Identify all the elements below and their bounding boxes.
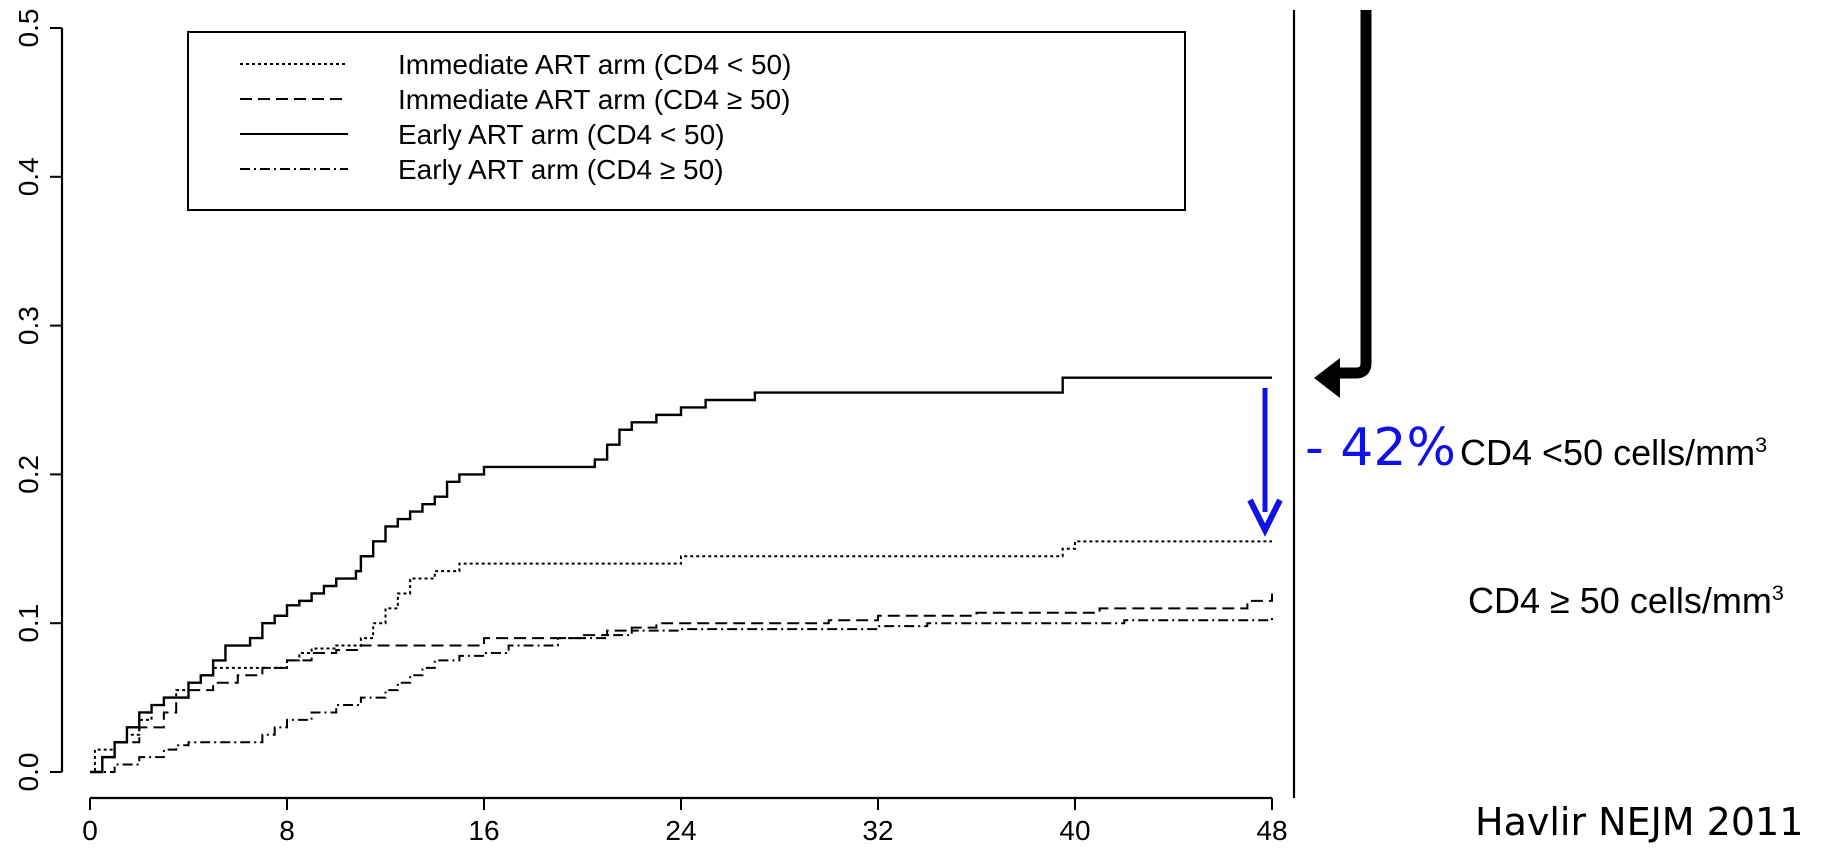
chart-annotations xyxy=(1247,10,1372,537)
chart-legend: Immediate ART arm (CD4 < 50) Immediate AR… xyxy=(187,31,1186,211)
cd4-high-label: CD4 ≥ 50 cells/mm3 xyxy=(1468,580,1784,622)
legend-entry-2: Immediate ART arm (CD4 ≥ 50) xyxy=(398,84,790,115)
legend-entry-1: Immediate ART arm (CD4 < 50) xyxy=(398,49,791,80)
y-tick-label-0.1: 0.1 xyxy=(13,604,44,643)
series-line-3 xyxy=(90,376,1272,774)
series-line-4 xyxy=(90,615,1273,773)
cd4-low-label-superscript: 3 xyxy=(1755,432,1768,457)
y-tick-label-0.3: 0.3 xyxy=(13,306,44,345)
chart-series-layer xyxy=(90,376,1273,774)
legend-box xyxy=(187,31,1186,211)
x-tick-label-16: 16 xyxy=(468,815,499,846)
cd4-high-label-superscript: 3 xyxy=(1771,580,1784,605)
legend-entry-3: Early ART arm (CD4 < 50) xyxy=(398,119,725,150)
cd4-low-label-text: CD4 <50 cells/mm xyxy=(1460,432,1756,473)
y-tick-label-0.0: 0.0 xyxy=(13,753,44,792)
series-line-2 xyxy=(90,593,1273,773)
x-tick-label-8: 8 xyxy=(279,815,295,846)
chart-ticks: 0 8 16 24 32 40 48 0.0 0.1 0.2 0.3 0.4 0.5 xyxy=(13,9,1288,846)
reduction-arrow-head xyxy=(1247,498,1283,537)
cd4-high-label-text: CD4 ≥ 50 cells/mm xyxy=(1468,580,1772,621)
bent-arrow-head xyxy=(1314,358,1340,398)
series-line-1 xyxy=(90,540,1272,773)
x-tick-label-0: 0 xyxy=(82,815,98,846)
bent-arrow-shaft xyxy=(1332,10,1372,379)
cd4-low-label: CD4 <50 cells/mm3 xyxy=(1460,432,1767,474)
x-tick-label-48: 48 xyxy=(1256,815,1287,846)
y-tick-label-0.2: 0.2 xyxy=(13,455,44,494)
x-tick-label-40: 40 xyxy=(1059,815,1090,846)
x-tick-label-32: 32 xyxy=(862,815,893,846)
x-tick-label-24: 24 xyxy=(665,815,696,846)
y-tick-label-0.4: 0.4 xyxy=(13,157,44,196)
citation-label: Havlir NEJM 2011 xyxy=(1475,800,1804,844)
reduction-percentage-label: - 42% xyxy=(1305,418,1456,478)
legend-entry-4: Early ART arm (CD4 ≥ 50) xyxy=(398,154,724,185)
y-tick-label-0.5: 0.5 xyxy=(13,9,44,48)
